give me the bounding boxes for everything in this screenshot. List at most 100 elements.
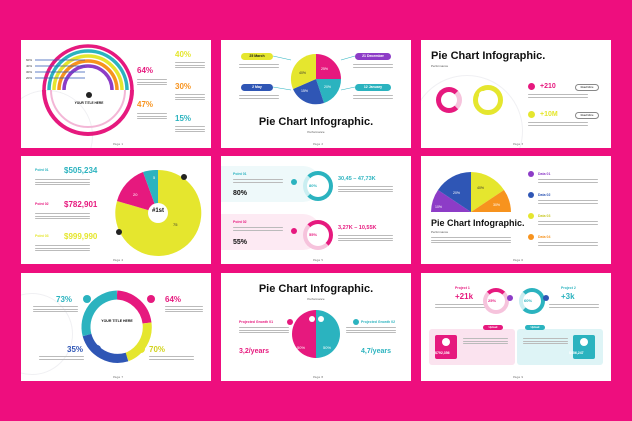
text-block (35, 178, 90, 187)
slide-title: Pie Chart Infographic. (258, 283, 374, 295)
text-block (549, 303, 599, 309)
progress-ring-value: 80% (309, 183, 318, 188)
chart-icon (543, 295, 549, 301)
pie-icon (116, 229, 122, 235)
legend-dot (528, 192, 534, 198)
project-value: +21k (455, 292, 474, 301)
page-number: Page 9 (513, 375, 524, 379)
read-more-button[interactable]: Read More (575, 112, 599, 119)
pie-chart (272, 53, 356, 105)
heart-icon (309, 316, 315, 322)
slice-label: 20% (324, 85, 332, 89)
user-icon (528, 111, 535, 118)
text-block (523, 337, 568, 346)
slice-label: 20 (133, 192, 138, 197)
point-value: $782,901 (64, 200, 98, 209)
upload-tab[interactable]: Upload (483, 325, 503, 330)
slide-5[interactable]: Point 01 Point 02 80% 55% 80% 55% 30,45 … (221, 156, 411, 264)
pct-value: 35% (67, 345, 84, 354)
progress-ring-value: 25% (488, 298, 497, 303)
money-card (573, 335, 595, 359)
slice-label: 30% (493, 203, 501, 207)
project-label: Project 1 (455, 286, 470, 290)
slide-2[interactable]: 25 March 2 May 21 December 12 January 25… (221, 40, 411, 148)
home-icon (479, 91, 487, 99)
point-value: $505,234 (64, 166, 98, 175)
slide-subtitle: Performance (431, 230, 449, 234)
stat-value: +10M (540, 111, 558, 118)
text-block (346, 326, 396, 335)
text-block (233, 178, 283, 184)
legend-dot (528, 213, 534, 219)
calendar-icon (580, 338, 588, 346)
text-block (165, 305, 203, 314)
slice-label: 15% (301, 89, 309, 93)
upload-tab[interactable]: Upload (525, 325, 545, 330)
text-block (149, 355, 194, 361)
slide-9[interactable]: Project 1 +21k Project 2 +3k 25% 60% Upl… (421, 273, 611, 381)
page-number: Page 2 (313, 142, 324, 146)
half-pie-chart (431, 172, 511, 212)
money-icon (318, 316, 324, 322)
slide-subtitle: Performance (431, 64, 449, 68)
text-block (538, 241, 598, 247)
pin-icon (291, 228, 297, 234)
progress-ring (303, 171, 333, 201)
text-block (175, 61, 205, 70)
slide-6[interactable]: 10% 20% 40% 30% Pie Chart Infographic. P… (421, 156, 611, 264)
text-block (528, 121, 588, 127)
pct-value: 70% (149, 345, 166, 354)
slide-1[interactable]: 60% 40% 30% 20% YOUR TITLE HERE 64% 47% … (21, 40, 211, 148)
chart-icon (528, 83, 535, 90)
slide-8[interactable]: Pie Chart Infographic. Performance 50% 5… (221, 273, 411, 381)
growth-label: Projected Growth 02 (361, 320, 396, 324)
date-pill: 25 March (241, 53, 273, 60)
center-title: YOUR TITLE HERE (74, 101, 104, 105)
ring-label-4: 20% (26, 75, 33, 80)
growth-value: 3,2/years (239, 348, 269, 355)
legend-label: Data 03 (538, 214, 551, 218)
target-icon (137, 345, 145, 353)
text-block (35, 244, 90, 253)
page-number: Page 1 (113, 142, 124, 146)
donut-chart (81, 290, 152, 363)
text-block (175, 93, 205, 102)
legend-dot (528, 234, 534, 240)
page-number: Page 5 (313, 258, 324, 262)
money-value: $456,247 (569, 351, 584, 355)
pct-30: 30% (175, 82, 192, 91)
slide-4[interactable]: Point 01 $505,234 Point 02 $782,901 Poin… (21, 156, 211, 264)
point-label: Point 01 (35, 168, 49, 172)
pct-value: 64% (165, 295, 182, 304)
split-label: 50% (297, 345, 306, 350)
split-label: 50% (323, 345, 332, 350)
text-block (538, 199, 598, 205)
slide-title: Pie Chart Infographic. (431, 218, 525, 228)
slice-label: 75 (173, 222, 178, 227)
medal-icon (181, 174, 187, 180)
text-block (239, 326, 289, 335)
text-block (239, 94, 279, 100)
ring-label-3: 30% (26, 69, 33, 74)
growth-value: 4,7/years (361, 348, 391, 355)
text-block (353, 63, 393, 69)
slide-3[interactable]: Pie Chart Infographic. Performance +210 … (421, 40, 611, 148)
range-value: 3,27K – 10,55K (338, 225, 377, 231)
slice-label: 10% (435, 205, 443, 209)
text-block (239, 63, 279, 69)
pie-chart (115, 169, 202, 256)
slice-label: 25% (321, 67, 329, 71)
leaf-icon (353, 319, 359, 325)
read-more-button[interactable]: Read More (575, 84, 599, 91)
slide-7[interactable]: YOUR TITLE HERE 73% 64% 35% 70% Page 7 (21, 273, 211, 381)
text-block (233, 226, 283, 232)
donut-chart (473, 85, 503, 115)
page-number: Page 6 (513, 258, 524, 262)
project-value: +3k (561, 292, 575, 301)
progress-ring-value: 60% (524, 298, 533, 303)
text-block (431, 236, 511, 245)
user-icon (93, 345, 101, 353)
split-pie-chart (292, 310, 340, 358)
money-card (435, 335, 457, 359)
building-icon (147, 295, 155, 303)
